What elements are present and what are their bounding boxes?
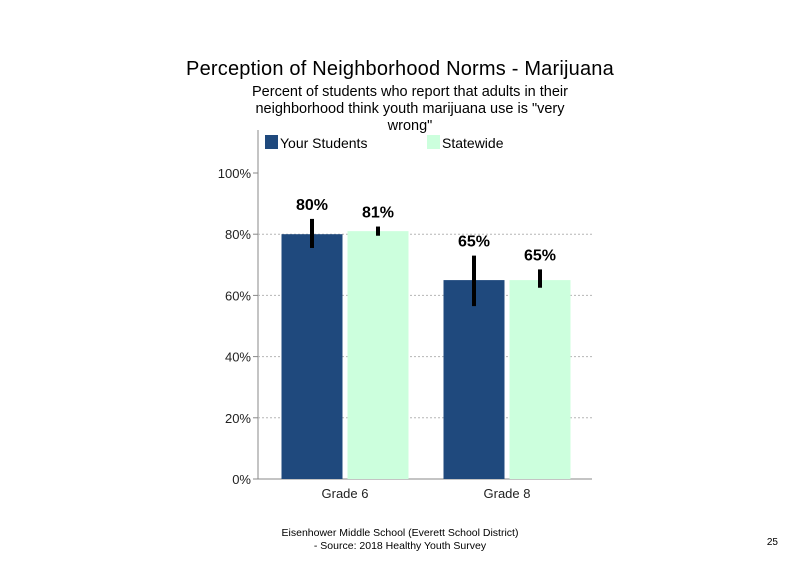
data-label: 80% [296, 197, 328, 214]
legend-label: Your Students [280, 135, 367, 151]
y-tick-label: 20% [225, 411, 251, 426]
x-category-label: Grade 8 [484, 486, 531, 501]
y-tick-label: 0% [232, 472, 251, 487]
page-number: 25 [766, 537, 778, 548]
footer-source: - Source: 2018 Healthy Youth Survey [313, 540, 487, 552]
data-label: 65% [458, 234, 490, 251]
data-label: 81% [362, 205, 394, 222]
bar [443, 280, 505, 479]
y-tick-label: 40% [225, 350, 251, 365]
y-tick-label: 100% [218, 166, 252, 181]
footer: Eisenhower Middle School (Everett School… [0, 527, 800, 553]
x-category-label: Grade 6 [322, 486, 369, 501]
y-tick-label: 60% [225, 288, 251, 303]
data-label: 65% [524, 247, 556, 264]
legend-label: Statewide [442, 135, 504, 151]
bar [509, 280, 571, 479]
legend-swatch [265, 135, 278, 149]
bar [281, 234, 343, 479]
y-tick-label: 80% [225, 227, 251, 242]
chart-subtitle: Percent of students who report that adul… [252, 84, 568, 134]
chart-title: Perception of Neighborhood Norms - Marij… [186, 58, 614, 80]
footer-school: Eisenhower Middle School (Everett School… [281, 527, 519, 539]
bar [347, 231, 409, 479]
legend-swatch [427, 135, 440, 149]
